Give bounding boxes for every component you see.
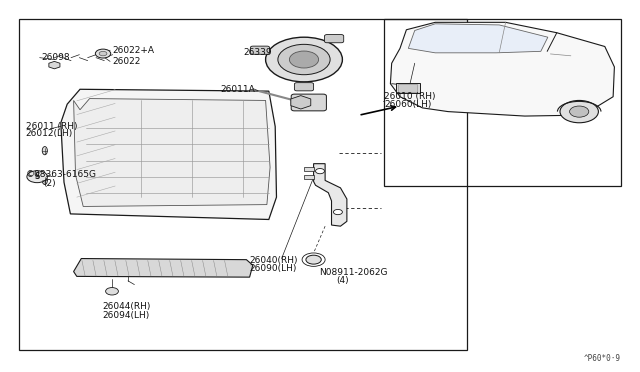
Bar: [19, 19, 467, 350]
Text: 26094(LH): 26094(LH): [102, 311, 150, 320]
Circle shape: [99, 51, 107, 56]
FancyBboxPatch shape: [294, 83, 314, 91]
Text: (4): (4): [336, 276, 349, 285]
Circle shape: [289, 51, 319, 68]
FancyBboxPatch shape: [250, 46, 269, 54]
Text: 26012(LH): 26012(LH): [26, 129, 73, 138]
Text: S: S: [35, 172, 40, 181]
Text: 26098: 26098: [42, 53, 70, 62]
Text: (2): (2): [44, 179, 56, 187]
Circle shape: [333, 209, 342, 215]
Text: 26011 (RH): 26011 (RH): [26, 122, 77, 131]
Text: 26090(LH): 26090(LH): [250, 264, 297, 273]
Bar: [398, 84, 417, 92]
Circle shape: [266, 37, 342, 82]
Circle shape: [278, 44, 330, 75]
Circle shape: [570, 106, 589, 117]
Ellipse shape: [42, 176, 47, 185]
Circle shape: [560, 100, 598, 123]
Circle shape: [106, 288, 118, 295]
Bar: [304, 175, 314, 179]
Polygon shape: [408, 24, 548, 53]
Text: ^P60*0·9: ^P60*0·9: [584, 354, 621, 363]
Polygon shape: [74, 99, 270, 206]
Circle shape: [306, 255, 321, 264]
Polygon shape: [74, 259, 253, 277]
Text: 26060(LH): 26060(LH): [384, 100, 431, 109]
Text: 26339: 26339: [243, 48, 272, 57]
Circle shape: [27, 171, 47, 183]
Circle shape: [316, 169, 324, 174]
FancyBboxPatch shape: [324, 35, 344, 43]
Text: 26040(RH): 26040(RH): [250, 256, 298, 265]
Text: 26010 (RH): 26010 (RH): [384, 92, 435, 101]
Bar: [396, 83, 420, 93]
Polygon shape: [390, 22, 614, 116]
Bar: [384, 19, 621, 186]
Text: 26044(RH): 26044(RH): [102, 302, 151, 311]
Text: 26011A: 26011A: [221, 85, 255, 94]
Text: ©08363-6165G: ©08363-6165G: [26, 170, 97, 179]
FancyBboxPatch shape: [291, 94, 326, 111]
Polygon shape: [61, 89, 276, 219]
Text: 26022: 26022: [112, 57, 140, 66]
Ellipse shape: [42, 147, 47, 155]
Text: N08911-2062G: N08911-2062G: [319, 268, 387, 277]
Circle shape: [95, 49, 111, 58]
Bar: [304, 167, 314, 171]
Text: 26022+A: 26022+A: [112, 46, 154, 55]
Polygon shape: [314, 164, 347, 226]
